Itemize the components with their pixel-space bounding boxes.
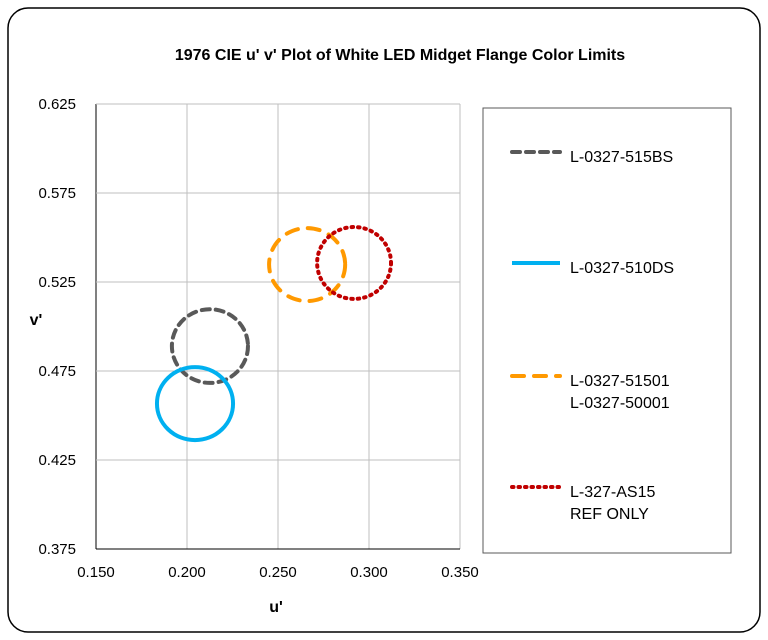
x-tick-label: 0.150	[77, 564, 115, 581]
x-axis-label: u'	[269, 599, 283, 616]
legend-label: L-0327-50001	[570, 395, 670, 412]
legend-label: L-0327-51501	[570, 373, 670, 390]
legend-label: REF ONLY	[570, 506, 649, 523]
y-tick-label: 0.525	[38, 274, 76, 291]
x-tick-label: 0.300	[350, 564, 388, 581]
legend-label: L-0327-510DS	[570, 260, 674, 277]
legend: L-0327-515BS L-0327-510DS L-0327-51501 L-03…	[510, 149, 674, 523]
chart-title: 1976 CIE u' v' Plot of White LED Midget …	[175, 47, 625, 64]
y-tick-label: 0.625	[38, 96, 76, 113]
gridlines	[95, 103, 461, 550]
y-axis-label: v'	[30, 312, 43, 329]
y-tick-label: 0.575	[38, 185, 76, 202]
legend-label: L-327-AS15	[570, 484, 655, 501]
x-tick-label: 0.200	[168, 564, 206, 581]
legend-label: L-0327-515BS	[570, 149, 673, 166]
legend-box	[482, 107, 732, 554]
series-ellipse-0	[169, 307, 250, 385]
x-tick-label: 0.250	[259, 564, 297, 581]
tick-labels: 0.150 0.200 0.250 0.300 0.350 0.625 0.575 0.525…	[38, 96, 478, 581]
y-tick-label: 0.375	[38, 541, 76, 558]
series-marks	[154, 224, 394, 443]
series-ellipse-2	[267, 226, 348, 304]
x-tick-label: 0.350	[441, 564, 479, 581]
series-ellipse-1	[154, 365, 236, 443]
y-tick-label: 0.425	[38, 452, 76, 469]
series-ellipse-3	[315, 224, 394, 301]
y-tick-label: 0.475	[38, 363, 76, 380]
